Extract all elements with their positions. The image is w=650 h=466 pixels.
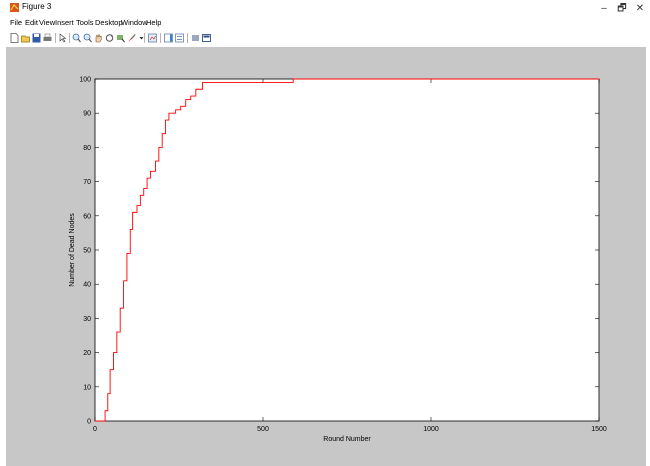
data-cursor-icon[interactable] bbox=[116, 33, 125, 43]
menu-bar: File Edit View Insert Tools Desktop Wind… bbox=[0, 17, 650, 29]
y-tick-label: 70 bbox=[83, 179, 91, 186]
figure-toolbar bbox=[0, 30, 650, 46]
maximize-button[interactable]: 🗗 bbox=[617, 3, 627, 14]
x-tick-label: 500 bbox=[257, 426, 269, 433]
tick-labels: 0 500 1000 1500 0 10 20 30 40 50 60 70 80 90 100 bbox=[79, 77, 607, 434]
menu-edit[interactable]: Edit bbox=[25, 18, 38, 27]
menu-desktop[interactable]: Desktop bbox=[95, 18, 123, 27]
toolbar-separator bbox=[144, 33, 145, 43]
close-button[interactable]: ✕ bbox=[635, 3, 645, 14]
figure-area: 0 500 1000 1500 0 10 20 30 40 50 60 70 80 90 100 Round… bbox=[6, 47, 646, 466]
y-tick-label: 10 bbox=[83, 384, 91, 391]
menu-tools[interactable]: Tools bbox=[76, 18, 94, 27]
dead-nodes-line bbox=[95, 78, 599, 422]
pan-icon[interactable] bbox=[94, 33, 103, 43]
rotate-3d-icon[interactable] bbox=[105, 33, 114, 43]
save-icon[interactable] bbox=[32, 33, 41, 43]
y-tick-label: 80 bbox=[83, 145, 91, 152]
y-tick-label: 60 bbox=[83, 213, 91, 220]
link-plot-icon[interactable] bbox=[148, 33, 157, 43]
x-tick-label: 1500 bbox=[591, 426, 607, 433]
legend-icon[interactable] bbox=[175, 33, 184, 43]
menu-file[interactable]: File bbox=[10, 18, 23, 27]
toolbar-separator bbox=[187, 33, 188, 43]
y-tick-label: 40 bbox=[83, 282, 91, 289]
zoom-out-icon[interactable] bbox=[83, 33, 92, 43]
chart-svg: 0 500 1000 1500 0 10 20 30 40 50 60 70 80 90 100 Round… bbox=[69, 77, 607, 444]
x-axis-label: Round Number bbox=[323, 436, 371, 443]
toolbar-separator bbox=[160, 33, 161, 43]
toolbar-separator bbox=[69, 33, 70, 43]
y-tick-label: 20 bbox=[83, 350, 91, 357]
hide-plot-tools-icon[interactable] bbox=[191, 33, 200, 43]
print-icon[interactable] bbox=[43, 33, 52, 43]
axes-box[interactable] bbox=[94, 78, 600, 422]
brush-icon[interactable] bbox=[127, 33, 136, 43]
open-file-icon[interactable] bbox=[21, 33, 30, 43]
matlab-figure-icon bbox=[10, 3, 19, 12]
x-tick-label: 0 bbox=[93, 426, 97, 433]
toolbar-separator bbox=[55, 33, 56, 43]
show-plot-tools-icon[interactable] bbox=[202, 33, 211, 43]
select-arrow-icon[interactable] bbox=[58, 33, 67, 43]
y-tick-label: 90 bbox=[83, 111, 91, 118]
y-tick-label: 30 bbox=[83, 316, 91, 323]
zoom-in-icon[interactable] bbox=[72, 33, 81, 43]
colorbar-icon[interactable] bbox=[164, 33, 173, 43]
minimize-button[interactable]: – bbox=[601, 3, 607, 14]
y-tick-label: 50 bbox=[83, 248, 91, 255]
new-figure-icon[interactable] bbox=[10, 33, 19, 43]
menu-insert[interactable]: Insert bbox=[55, 18, 74, 27]
dropdown-arrow-icon[interactable] bbox=[137, 33, 146, 43]
menu-window[interactable]: Window bbox=[121, 18, 148, 27]
tick-marks bbox=[94, 78, 600, 422]
y-axis-label: Number of Dead Nodes bbox=[69, 213, 76, 287]
y-tick-label: 0 bbox=[87, 419, 91, 426]
menu-help[interactable]: Help bbox=[146, 18, 162, 27]
window-title: Figure 3 bbox=[22, 2, 52, 11]
x-tick-label: 1000 bbox=[423, 426, 439, 433]
menu-view[interactable]: View bbox=[39, 18, 56, 27]
window-titlebar: Figure 3 – 🗗 ✕ bbox=[0, 0, 650, 17]
y-tick-label: 100 bbox=[79, 77, 91, 84]
